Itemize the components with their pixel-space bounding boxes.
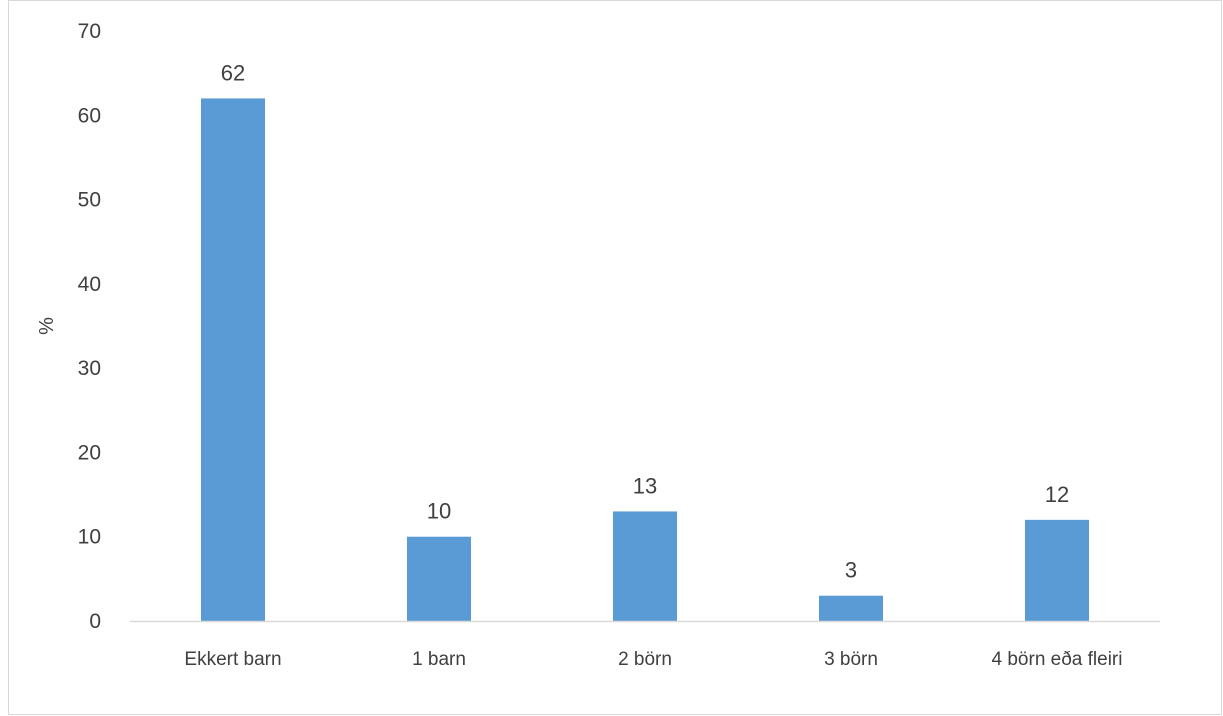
y-tick-label: 20 — [78, 441, 101, 464]
x-category-label: 3 börn — [824, 649, 878, 670]
x-category-label: 1 barn — [412, 649, 466, 670]
y-axis-title: % — [36, 317, 58, 335]
bar — [407, 536, 471, 621]
data-label: 62 — [221, 60, 245, 85]
y-tick-label: 50 — [78, 189, 101, 212]
data-labels: 62 10 13 3 12 — [221, 60, 1069, 582]
data-label: 10 — [427, 499, 451, 524]
bar — [819, 595, 883, 621]
y-tick-label: 0 — [89, 610, 101, 633]
x-axis-category-labels: Ekkert barn 1 barn 2 börn 3 börn 4 börn eða … — [184, 649, 1122, 670]
y-tick-label: 10 — [78, 526, 101, 549]
y-tick-label: 60 — [78, 104, 101, 127]
y-tick-label: 70 — [78, 20, 101, 43]
bar-series — [201, 98, 1089, 621]
data-label: 13 — [633, 473, 657, 498]
bar — [1025, 519, 1089, 621]
y-tick-label: 40 — [78, 273, 101, 296]
x-category-label: Ekkert barn — [184, 649, 281, 670]
bar — [613, 511, 677, 621]
x-category-label: 2 börn — [618, 649, 672, 670]
data-label: 12 — [1045, 482, 1069, 507]
y-tick-label: 30 — [78, 357, 101, 380]
x-category-label: 4 börn eða fleiri — [992, 649, 1123, 670]
data-label: 3 — [845, 558, 857, 583]
y-axis-ticks: 0 10 20 30 40 50 60 70 — [78, 20, 101, 633]
bar — [201, 98, 265, 621]
